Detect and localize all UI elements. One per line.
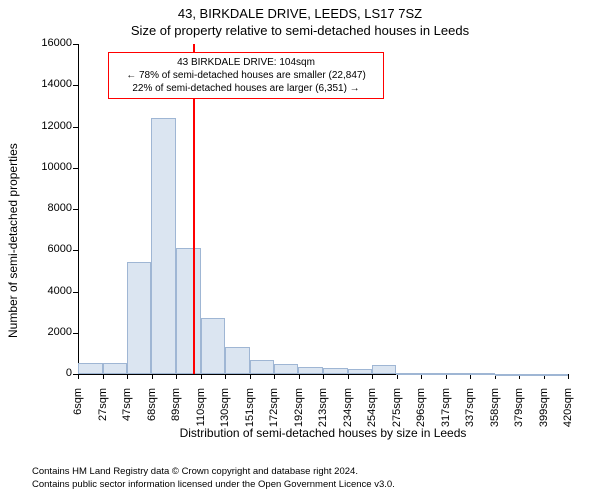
histogram-bar <box>274 364 298 374</box>
x-tick-mark <box>225 374 226 379</box>
x-tick-mark <box>250 374 251 379</box>
annotation-line: 43 BIRKDALE DRIVE: 104sqm <box>115 56 377 69</box>
y-tick-label: 8000 <box>28 202 72 214</box>
histogram-bar <box>495 374 520 376</box>
x-tick-mark <box>78 374 79 379</box>
histogram-bar <box>470 373 495 375</box>
histogram-bar <box>201 318 225 374</box>
histogram-bar <box>421 373 446 375</box>
x-axis-label: Distribution of semi-detached houses by … <box>78 426 568 440</box>
y-axis-label: Number of semi-detached properties <box>6 78 20 338</box>
x-tick-mark <box>372 374 373 379</box>
y-tick-mark <box>73 127 78 128</box>
y-tick-label: 14000 <box>28 78 72 90</box>
annotation-line: 22% of semi-detached houses are larger (… <box>115 82 377 95</box>
y-tick-mark <box>73 44 78 45</box>
y-tick-label: 2000 <box>28 326 72 338</box>
x-tick-mark <box>568 374 569 379</box>
histogram-bar <box>372 365 397 374</box>
histogram-bar <box>348 369 372 374</box>
y-tick-label: 10000 <box>28 161 72 173</box>
histogram-bar <box>396 373 421 375</box>
annotation-box: 43 BIRKDALE DRIVE: 104sqm← 78% of semi-d… <box>108 52 384 99</box>
y-tick-label: 12000 <box>28 120 72 132</box>
x-tick-mark <box>299 374 300 379</box>
y-tick-mark <box>73 168 78 169</box>
histogram-bar <box>176 248 201 374</box>
histogram-bar <box>298 367 323 374</box>
y-tick-mark <box>73 209 78 210</box>
histogram-bar <box>323 368 348 374</box>
histogram-bar <box>250 360 275 374</box>
histogram-bar <box>103 363 127 374</box>
y-tick-mark <box>73 333 78 334</box>
histogram-bar <box>543 374 568 376</box>
y-tick-mark <box>73 250 78 251</box>
x-tick-mark <box>103 374 104 379</box>
y-tick-label: 16000 <box>28 37 72 49</box>
histogram-bar <box>446 373 470 375</box>
histogram-bar <box>127 262 152 374</box>
y-tick-label: 0 <box>28 367 72 379</box>
y-tick-mark <box>73 85 78 86</box>
footer-line-2: Contains public sector information licen… <box>32 479 395 492</box>
x-tick-mark <box>176 374 177 379</box>
x-tick-mark <box>348 374 349 379</box>
title-main: 43, BIRKDALE DRIVE, LEEDS, LS17 7SZ <box>0 0 600 21</box>
title-sub: Size of property relative to semi-detach… <box>0 21 600 38</box>
y-tick-mark <box>73 292 78 293</box>
histogram-bar <box>519 374 543 376</box>
x-tick-mark <box>127 374 128 379</box>
footer-attribution: Contains HM Land Registry data © Crown c… <box>32 466 395 492</box>
x-tick-mark <box>323 374 324 379</box>
histogram-bar <box>78 363 103 374</box>
y-tick-label: 4000 <box>28 285 72 297</box>
x-tick-mark <box>152 374 153 379</box>
annotation-line: ← 78% of semi-detached houses are smalle… <box>115 69 377 82</box>
histogram-bar <box>151 118 176 374</box>
y-axis-line <box>78 44 79 374</box>
footer-line-1: Contains HM Land Registry data © Crown c… <box>32 466 395 479</box>
y-tick-label: 6000 <box>28 243 72 255</box>
histogram-bar <box>225 347 250 374</box>
x-tick-mark <box>274 374 275 379</box>
x-tick-mark <box>201 374 202 379</box>
